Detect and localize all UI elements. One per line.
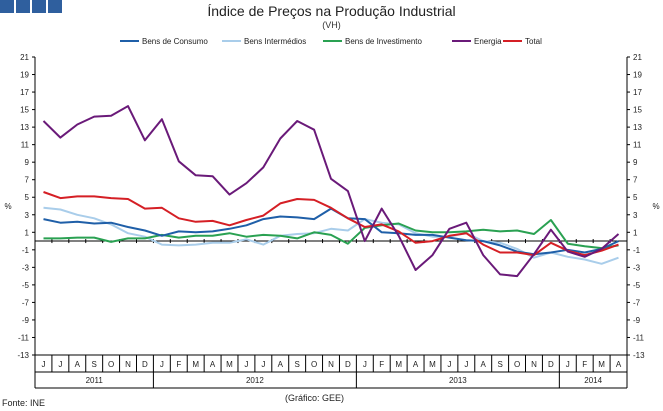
series-line-bens-investimento — [43, 219, 619, 250]
month-label: A — [413, 360, 419, 369]
y-tick-label-left: 17 — [20, 88, 29, 97]
month-label: A — [481, 360, 487, 369]
source-note: Fonte: INE — [2, 398, 46, 408]
y-tick-label-left: -11 — [18, 333, 30, 342]
month-label: N — [531, 360, 537, 369]
y-tick-label-right: 7 — [633, 176, 638, 185]
y-tick-label-left: 11 — [21, 141, 30, 150]
month-label: D — [142, 360, 148, 369]
y-axis-label-left: % — [4, 202, 11, 211]
y-tick-label-right: -7 — [633, 298, 641, 307]
y-tick-label-left: 13 — [20, 123, 29, 132]
y-tick-label-right: -3 — [633, 263, 641, 272]
month-label: F — [379, 360, 384, 369]
month-label: F — [582, 360, 587, 369]
legend-label-energia: Energia — [474, 37, 502, 46]
series-line-total — [43, 191, 619, 257]
month-label: N — [328, 360, 334, 369]
y-tick-label-right: 9 — [633, 158, 638, 167]
month-label: S — [92, 360, 97, 369]
y-axis-label-right: % — [652, 202, 659, 211]
month-label: J — [261, 360, 265, 369]
y-tick-label-right: -13 — [633, 351, 645, 360]
y-tick-label-right: -5 — [633, 281, 641, 290]
y-tick-label-left: -1 — [22, 246, 30, 255]
month-label: A — [278, 360, 284, 369]
month-label: O — [514, 360, 520, 369]
month-label: D — [345, 360, 351, 369]
month-label: N — [125, 360, 131, 369]
month-label: M — [192, 360, 199, 369]
month-label: M — [226, 360, 233, 369]
chart-title: Índice de Preços na Produção Industrial — [207, 3, 456, 19]
legend-label-total: Total — [525, 37, 542, 46]
logo-block-3 — [32, 0, 46, 13]
month-label: O — [108, 360, 114, 369]
y-tick-label-right: 3 — [633, 211, 638, 220]
month-label: A — [210, 360, 216, 369]
y-tick-label-left: 5 — [25, 193, 30, 202]
y-tick-label-left: 19 — [20, 71, 29, 80]
series-line-bens-consumo — [43, 207, 619, 256]
year-label: 2013 — [449, 376, 467, 385]
month-label: J — [160, 360, 164, 369]
legend-label-bens-investimento: Bens de Investimento — [345, 37, 422, 46]
y-tick-label-right: -1 — [633, 246, 641, 255]
year-label: 2012 — [246, 376, 264, 385]
y-tick-label-left: 9 — [25, 158, 30, 167]
year-label: 2014 — [584, 376, 602, 385]
legend-label-bens-consumo: Bens de Consumo — [142, 37, 208, 46]
y-tick-label-right: 21 — [633, 53, 642, 62]
y-tick-label-right: 19 — [633, 71, 642, 80]
logo-block-2 — [16, 0, 30, 13]
month-label: J — [363, 360, 367, 369]
y-tick-label-right: 15 — [633, 106, 642, 115]
y-tick-label-right: 17 — [633, 88, 642, 97]
month-label: J — [447, 360, 451, 369]
month-label: S — [294, 360, 299, 369]
month-label: A — [75, 360, 81, 369]
y-tick-label-left: 21 — [20, 53, 29, 62]
month-label: S — [497, 360, 502, 369]
y-tick-label-left: -5 — [22, 281, 30, 290]
month-label: J — [41, 360, 45, 369]
month-label: J — [58, 360, 62, 369]
month-label: J — [464, 360, 468, 369]
month-label: A — [616, 360, 622, 369]
series-line-energia — [42, 105, 620, 278]
y-tick-label-left: 1 — [25, 228, 30, 237]
month-label: J — [566, 360, 570, 369]
y-tick-label-right: 1 — [633, 228, 638, 237]
y-tick-label-right: 11 — [633, 141, 642, 150]
y-tick-label-left: -9 — [22, 316, 30, 325]
y-tick-label-right: 13 — [633, 123, 642, 132]
chart-credit: (Gráfico: GEE) — [285, 393, 345, 403]
month-label: M — [598, 360, 605, 369]
month-label: M — [395, 360, 402, 369]
y-tick-label-right: -9 — [633, 316, 641, 325]
month-label: F — [176, 360, 181, 369]
y-tick-label-left: 7 — [25, 176, 30, 185]
y-tick-label-left: 15 — [20, 106, 29, 115]
month-label: J — [244, 360, 248, 369]
logo-block-1 — [0, 0, 14, 13]
y-tick-label-right: -11 — [633, 333, 645, 342]
legend-label-bens-intermedios: Bens Intermédios — [244, 37, 306, 46]
year-label: 2011 — [86, 376, 104, 385]
y-tick-label-right: 5 — [633, 193, 638, 202]
month-label: D — [548, 360, 554, 369]
y-tick-label-left: 3 — [25, 211, 30, 220]
month-label: O — [311, 360, 317, 369]
logo-block-4 — [48, 0, 62, 13]
y-tick-label-left: -3 — [22, 263, 30, 272]
month-label: M — [429, 360, 436, 369]
y-tick-label-left: -7 — [22, 298, 30, 307]
chart-subtitle: (VH) — [322, 20, 341, 30]
y-tick-label-left: -13 — [17, 351, 29, 360]
